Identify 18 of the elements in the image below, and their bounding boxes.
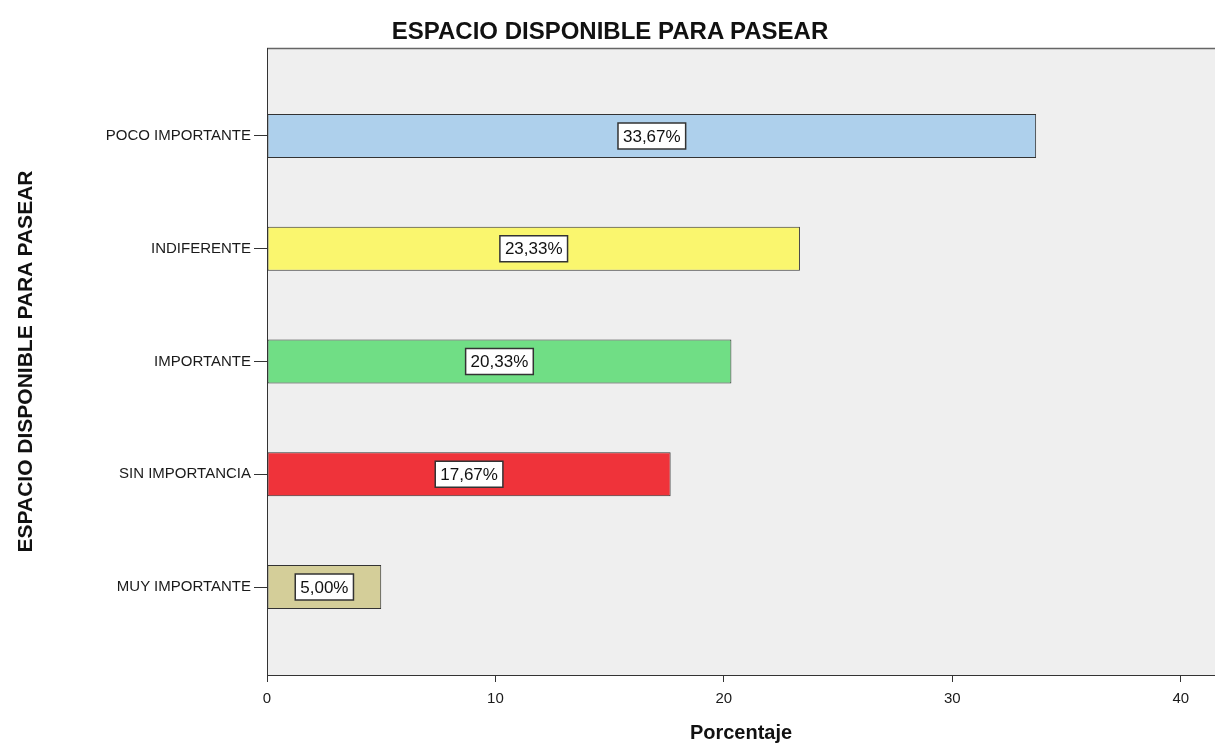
data-label: 20,33% xyxy=(470,352,529,372)
x-tick-label: 30 xyxy=(943,689,961,707)
y-tick-label: IMPORTANTE xyxy=(154,351,251,369)
y-tick-label: INDIFERENTE xyxy=(150,238,251,256)
chart-title: ESPACIO DISPONIBLE PARA PASEAR xyxy=(391,16,829,44)
y-tick-label: POCO IMPORTANTE xyxy=(105,126,251,144)
data-label: 33,67% xyxy=(622,126,681,146)
y-tick-label: SIN IMPORTANCIA xyxy=(119,464,251,482)
y-axis-title: ESPACIO DISPONIBLE PARA PASEAR xyxy=(13,170,37,553)
x-tick-label: 40 xyxy=(1172,689,1190,707)
x-axis-title: Porcentaje xyxy=(689,720,793,743)
y-tick-label: MUY IMPORTANTE xyxy=(116,577,251,595)
data-label: 23,33% xyxy=(504,239,563,259)
x-tick-label: 20 xyxy=(715,689,733,707)
x-tick-label: 0 xyxy=(262,689,272,707)
data-label: 5,00% xyxy=(300,577,349,597)
x-tick-label: 10 xyxy=(487,689,504,707)
data-label: 17,67% xyxy=(440,464,498,484)
